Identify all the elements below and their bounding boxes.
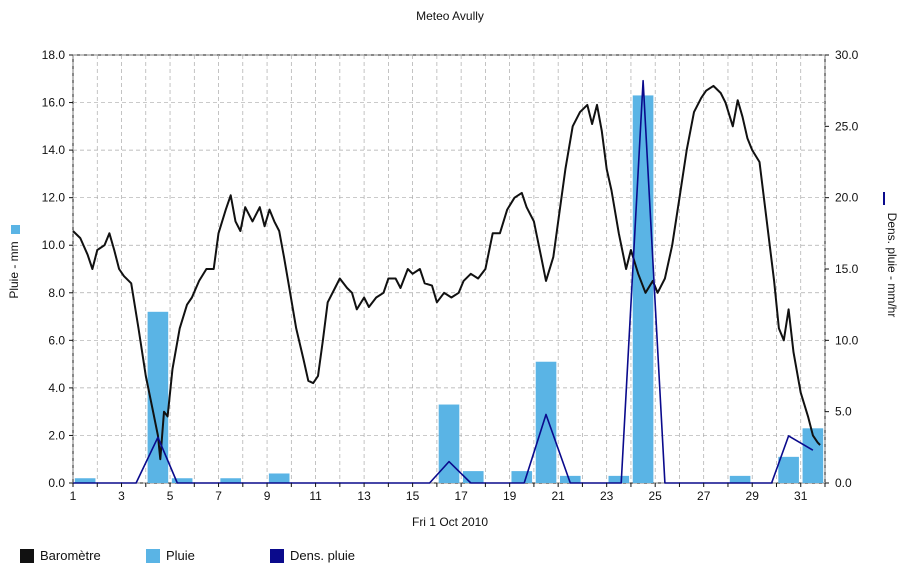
x-tick-label: 21 xyxy=(551,489,565,503)
y-left-tick-label: 12.0 xyxy=(42,191,66,205)
legend-label-barometre: Baromètre xyxy=(40,548,101,563)
y-left-label-swatch xyxy=(11,225,20,234)
axis-ticks: 1 3 5 7 9 11 13 15 17 19 21 23 25 27 29 310.02.04.06.08… xyxy=(42,48,859,503)
x-tick-label: 29 xyxy=(746,489,760,503)
x-tick-label: 7 xyxy=(215,489,222,503)
y-left-tick-label: 14.0 xyxy=(42,143,66,157)
legend-item-pluie: Pluie xyxy=(146,548,195,563)
y-left-tick-label: 18.0 xyxy=(42,48,66,62)
y-right-tick-label: 5.0 xyxy=(835,405,852,419)
x-tick-label: 23 xyxy=(600,489,614,503)
dens-pluie-series xyxy=(73,79,814,484)
y-left-tick-label: 4.0 xyxy=(48,381,65,395)
legend-swatch-dens-pluie xyxy=(270,548,284,563)
x-tick-label: 11 xyxy=(309,489,322,503)
y-left-tick-label: 8.0 xyxy=(48,286,65,300)
y-left-tick-label: 16.0 xyxy=(42,96,66,110)
pluie-bar xyxy=(778,456,799,483)
y-left-tick-label: 6.0 xyxy=(48,333,65,347)
y-left-tick-label: 0.0 xyxy=(48,476,65,490)
y-right-tick-label: 25.0 xyxy=(835,119,859,133)
x-tick-label: 15 xyxy=(406,489,420,503)
x-tick-label: 9 xyxy=(264,489,271,503)
barometre-series xyxy=(72,84,821,461)
x-tick-label: 5 xyxy=(167,489,174,503)
legend-label-pluie: Pluie xyxy=(166,548,195,563)
pluie-bar xyxy=(74,478,96,483)
pluie-bar xyxy=(147,311,169,483)
legend-item-dens-pluie: Dens. pluie xyxy=(270,548,355,563)
pluie-bar xyxy=(559,475,581,483)
chart-title: Meteo Avully xyxy=(416,9,484,23)
pluie-bar xyxy=(608,475,630,483)
x-tick-label: 31 xyxy=(794,489,808,503)
x-tick-label: 17 xyxy=(454,489,468,503)
legend-swatch-barometre xyxy=(20,548,34,563)
x-tick-label: 13 xyxy=(357,489,371,503)
pluie-bar xyxy=(220,478,241,483)
x-tick-label: 27 xyxy=(697,489,711,503)
y-left-tick-label: 2.0 xyxy=(48,428,65,442)
barometre-line xyxy=(72,84,821,461)
legend-label-dens-pluie: Dens. pluie xyxy=(290,548,356,563)
x-tick-label: 25 xyxy=(649,489,663,503)
pluie-bars xyxy=(74,95,824,483)
y-left-label: Pluie - mm xyxy=(7,241,21,298)
pluie-bar xyxy=(438,404,460,483)
pluie-bar xyxy=(462,471,484,483)
y-right-tick-label: 10.0 xyxy=(835,333,859,347)
chart: Meteo Avully 1 3 5 7 9 11 13 15 17 19 21 23 25 27 29 31… xyxy=(7,9,899,529)
pluie-bar xyxy=(268,473,290,483)
legend: Baromètre Pluie Dens. pluie xyxy=(0,542,900,572)
y-right-tick-label: 0.0 xyxy=(835,476,852,490)
y-right-tick-label: 20.0 xyxy=(835,191,859,205)
pluie-bar xyxy=(171,478,193,483)
y-left-tick-label: 10.0 xyxy=(42,238,66,252)
pluie-bar xyxy=(729,475,751,483)
y-right-label: Dens. pluie - mm/hr xyxy=(885,213,899,318)
x-tick-label: 1 xyxy=(70,489,77,503)
x-axis-label: Fri 1 Oct 2010 xyxy=(412,515,488,529)
pluie-bar xyxy=(535,361,557,483)
dens-pluie-line xyxy=(73,79,814,484)
pluie-bar xyxy=(511,471,533,483)
y-right-tick-label: 15.0 xyxy=(835,262,859,276)
legend-item-barometre: Baromètre xyxy=(20,548,101,563)
x-tick-label: 3 xyxy=(118,489,125,503)
x-tick-label: 19 xyxy=(503,489,517,503)
legend-swatch-pluie xyxy=(146,548,160,563)
y-right-tick-label: 30.0 xyxy=(835,48,859,62)
